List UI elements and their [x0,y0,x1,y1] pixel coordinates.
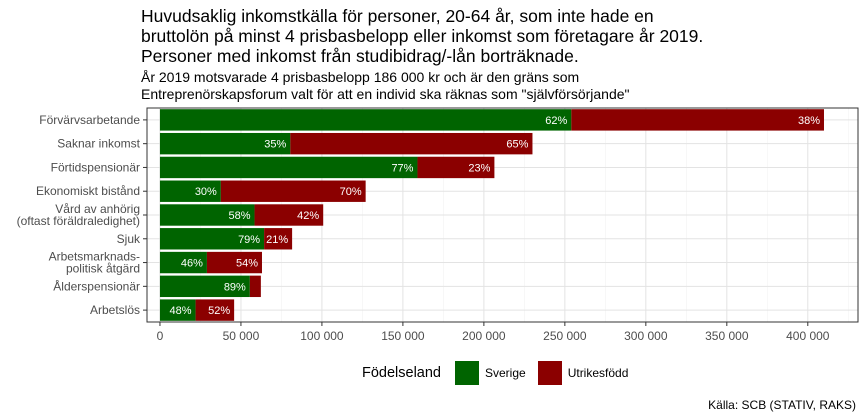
bar-utrikesfdd [249,275,261,298]
chart-title-line: Huvudsaklig inkomstkälla för personer, 2… [141,6,654,26]
x-tick-label: 200 000 [462,329,506,343]
category-label: (oftast föräldraledighet) [17,214,140,228]
bar-label: 65% [506,139,528,151]
legend-label-sverige: Sverige [485,366,526,380]
bar-sverige [159,132,291,155]
category-label: Förvärvsarbetande [39,113,140,127]
bar-utrikesfdd [254,204,324,226]
x-tick-label: 350 000 [705,329,749,343]
x-tick-label: 50 000 [223,329,260,343]
x-tick-label: 250 000 [543,329,587,343]
bar-utrikesfdd [206,251,262,274]
bar-label: 46% [181,258,203,270]
bar-sverige [159,109,572,131]
chart-title-line: Personer med inkomst från studibidrag/-l… [141,46,579,66]
bar-utrikesfdd [264,228,293,250]
bar-label: 23% [468,162,490,174]
legend-key-sverige [455,361,479,385]
bar-utrikesfdd [571,109,824,131]
category-label: Arbetsmarknads- [49,250,140,264]
bar-label: 89% [224,281,246,293]
bar-label: 42% [297,210,319,222]
bar-label: 79% [238,234,260,246]
category-label: Förtidspensionär [51,160,140,174]
bar-label: 30% [195,186,217,198]
bar-label: 21% [266,234,288,246]
legend-label-utrikesfodd: Utrikesfödd [567,366,629,380]
bar-label: 58% [229,210,251,222]
bar-sverige [159,228,265,250]
chart-title-line: bruttolön på minst 4 prisbasbelopp eller… [141,26,704,46]
bar-sverige [159,156,418,179]
chart-title: Huvudsaklig inkomstkälla för personer, 2… [141,6,841,66]
bar-sverige [159,180,221,202]
category-label: Ekonomiskt bistånd [36,184,140,198]
category-label: Arbetslös [90,303,140,317]
bar-utrikesfdd [220,180,366,202]
x-tick-label: 400 000 [786,329,830,343]
bar-utrikesfdd [417,156,495,179]
bar-sverige [159,275,250,298]
chart-subtitle-line: Entreprenörskapsforum valt för att en in… [141,86,630,102]
x-tick-label: 150 000 [381,329,425,343]
category-label: politisk åtgärd [66,262,140,276]
x-tick-label: 300 000 [624,329,668,343]
category-label: Saknar inkomst [57,137,140,151]
bar-sverige [159,251,207,274]
category-label: Ålderspensionär [53,278,140,293]
x-tick-label: 0 [157,329,164,343]
chart-caption: Källa: SCB (STATIV, RAKS) [708,398,856,412]
bar-label: 54% [236,258,258,270]
bar-utrikesfdd [290,132,533,155]
bar-label: 48% [170,305,192,317]
bar-label: 70% [340,186,362,198]
legend-title: Födelseland [362,365,441,381]
bar-label: 77% [391,162,413,174]
bar-sverige [159,204,255,226]
bar-label: 52% [208,305,230,317]
chart-subtitle: År 2019 motsvarade 4 prisbasbelopp 186 0… [141,69,841,103]
bar-label: 35% [264,139,286,151]
x-tick-label: 100 000 [300,329,344,343]
legend: Födelseland Sverige Utrikesfödd [362,360,640,386]
bar-sverige [159,299,196,321]
chart-subtitle-line: År 2019 motsvarade 4 prisbasbelopp 186 0… [141,69,580,85]
bar-label: 38% [798,115,820,127]
bar-label: 62% [545,115,567,127]
bar-utrikesfdd [195,299,235,321]
category-label: Vård av anhörig [55,202,140,216]
category-label: Sjuk [117,232,141,246]
legend-key-utrikesfodd [537,361,562,385]
